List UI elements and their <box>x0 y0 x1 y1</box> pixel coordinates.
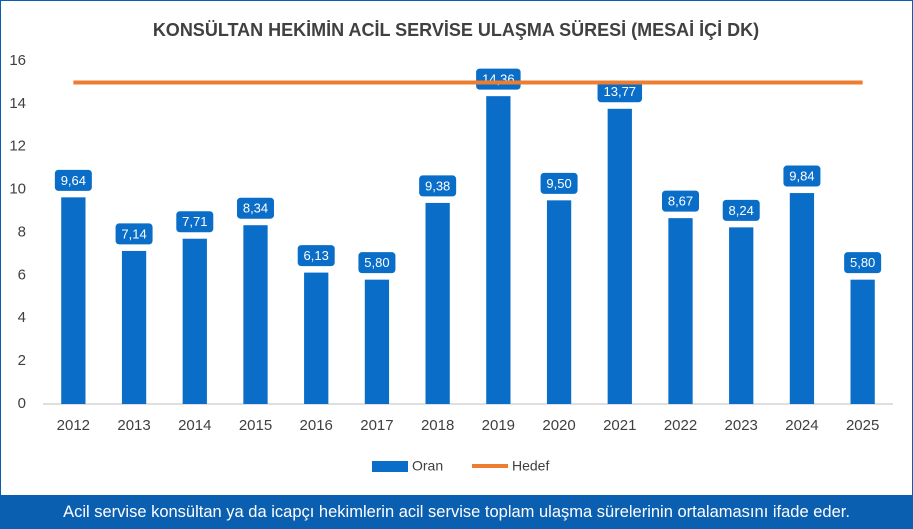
value-label-box <box>539 171 579 195</box>
y-tick-label: 6 <box>18 266 26 283</box>
value-label: 5,80 <box>364 255 389 270</box>
value-label-box <box>475 67 522 91</box>
footer: Acil servise konsültan ya da icapçı heki… <box>0 496 913 529</box>
y-tick-label: 8 <box>18 223 26 240</box>
x-tick-label: 2019 <box>482 417 515 434</box>
bar <box>182 238 207 404</box>
bar <box>425 202 450 404</box>
bar <box>729 227 754 404</box>
value-label: 8,34 <box>243 201 268 216</box>
bar <box>364 279 390 404</box>
bar <box>607 108 632 404</box>
chart: KONSÜLTAN HEKİMİN ACİL SERVİSE ULAŞMA SÜ… <box>0 0 913 496</box>
bar <box>668 218 693 404</box>
value-label: 7,71 <box>182 214 207 229</box>
bar <box>486 96 511 404</box>
value-label: 8,24 <box>729 203 754 218</box>
y-tick-label: 10 <box>9 181 26 198</box>
value-label-box <box>357 251 397 275</box>
y-tick-label: 2 <box>18 352 26 369</box>
value-label: 5,80 <box>850 255 875 270</box>
x-tick-label: 2023 <box>725 417 758 434</box>
y-tick-label: 16 <box>9 52 26 69</box>
value-label-box <box>418 174 458 198</box>
value-label-box <box>236 196 275 220</box>
value-label: 13,77 <box>604 84 637 99</box>
x-tick-label: 2015 <box>239 417 272 434</box>
value-label-box <box>296 244 336 268</box>
x-tick-label: 2024 <box>785 417 818 434</box>
y-tick-label: 12 <box>9 138 26 155</box>
value-label-box <box>53 168 93 192</box>
value-label-box <box>782 164 822 188</box>
x-tick-label: 2020 <box>542 417 575 434</box>
legend-label: Hedef <box>512 458 549 474</box>
value-label-box <box>661 189 700 213</box>
value-label: 8,67 <box>668 194 693 209</box>
legend-swatch <box>372 461 408 472</box>
x-tick-label: 2021 <box>603 417 636 434</box>
x-tick-label: 2013 <box>117 417 150 434</box>
value-label-box <box>721 198 761 222</box>
value-label: 9,64 <box>61 173 86 188</box>
x-tick-label: 2018 <box>421 417 454 434</box>
bar <box>121 250 147 404</box>
bar <box>61 197 86 404</box>
bar <box>850 279 875 404</box>
value-label-box <box>114 222 154 246</box>
value-label-box <box>843 251 883 275</box>
x-tick-label: 2016 <box>300 417 333 434</box>
x-tick-label: 2014 <box>178 417 211 434</box>
x-tick-label: 2022 <box>664 417 697 434</box>
legend-label: Oran <box>412 458 443 474</box>
value-label: 6,13 <box>304 248 329 263</box>
y-tick-label: 4 <box>18 309 26 326</box>
bar <box>789 193 815 404</box>
value-label-box <box>175 210 215 234</box>
x-tick-label: 2025 <box>846 417 879 434</box>
bar <box>243 225 268 404</box>
chart-title: KONSÜLTAN HEKİMİN ACİL SERVİSE ULAŞMA SÜ… <box>153 20 759 40</box>
bar <box>546 200 572 404</box>
y-tick-label: 0 <box>18 395 26 412</box>
x-tick-label: 2017 <box>360 417 393 434</box>
value-label: 9,38 <box>425 178 450 193</box>
x-tick-label: 2012 <box>57 417 90 434</box>
value-label: 9,50 <box>546 176 571 191</box>
bar <box>304 272 329 404</box>
y-tick-label: 14 <box>9 95 26 112</box>
value-label: 9,84 <box>789 168 814 183</box>
value-label: 7,14 <box>121 226 146 241</box>
